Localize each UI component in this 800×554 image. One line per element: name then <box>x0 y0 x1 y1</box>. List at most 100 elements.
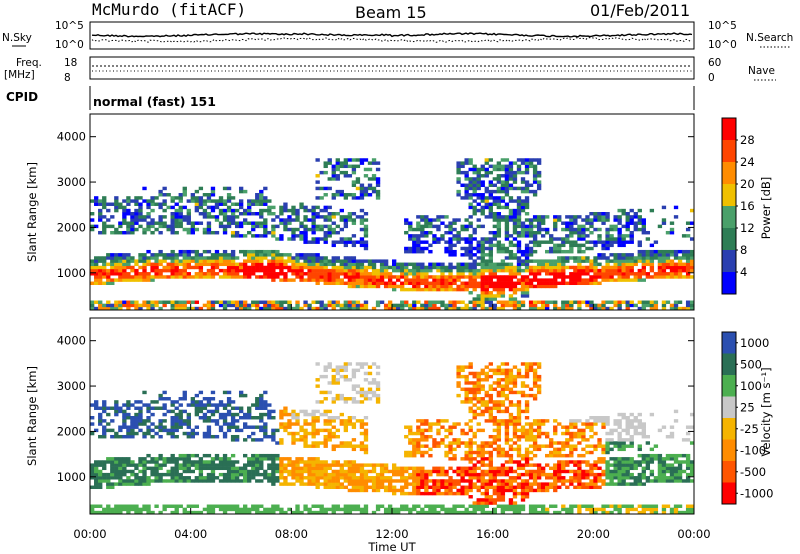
velocity-cell <box>500 491 506 496</box>
power-cell <box>549 237 554 241</box>
velocity-cell <box>243 476 248 480</box>
power-cell <box>190 227 195 232</box>
power-cell <box>347 215 353 219</box>
power-cell <box>617 268 622 273</box>
velocity-cell <box>512 507 518 512</box>
power-cell <box>585 256 590 260</box>
velocity-cell <box>299 409 304 414</box>
power-cell <box>170 199 175 203</box>
velocity-cell <box>315 460 320 464</box>
velocity-cell <box>412 476 417 480</box>
power-cell <box>464 174 469 178</box>
velocity-cell <box>198 463 204 467</box>
power-cell <box>371 174 377 178</box>
velocity-cell <box>218 466 224 471</box>
velocity-cell <box>456 381 461 385</box>
power-cell <box>629 230 634 235</box>
velocity-cell <box>404 466 409 471</box>
power-cell <box>621 265 626 270</box>
power-cell <box>601 218 606 222</box>
power-cell <box>202 275 208 279</box>
velocity-cell <box>142 476 147 480</box>
velocity-cell <box>500 371 506 376</box>
velocity-cell <box>194 463 200 467</box>
power-cell <box>496 186 502 191</box>
velocity-cell <box>464 510 469 515</box>
power-cell <box>404 300 409 304</box>
velocity-cell <box>267 416 272 420</box>
velocity-cell <box>190 504 195 508</box>
velocity-cell <box>170 419 175 423</box>
power-cell <box>126 278 131 282</box>
power-cell <box>126 221 131 225</box>
power-cell <box>98 259 103 263</box>
power-cell <box>500 268 506 273</box>
power-cell <box>279 205 284 210</box>
velocity-cell <box>295 412 300 417</box>
velocity-cell <box>255 504 260 508</box>
power-cell <box>609 234 614 238</box>
power-cell <box>106 202 111 206</box>
power-cell <box>222 212 228 216</box>
velocity-cell <box>460 504 465 508</box>
velocity-cell <box>480 463 485 467</box>
power-cell <box>496 227 502 232</box>
power-cell <box>146 205 151 210</box>
power-cell <box>214 256 220 260</box>
velocity-cell <box>404 425 409 429</box>
velocity-cell <box>315 510 320 515</box>
power-cell <box>661 262 667 267</box>
velocity-cell <box>186 434 191 439</box>
velocity-cell <box>464 485 469 490</box>
power-cell <box>351 158 357 162</box>
power-cell <box>210 208 216 213</box>
power-cell <box>347 284 353 289</box>
velocity-cell <box>512 428 518 433</box>
power-cell <box>685 268 691 273</box>
power-cell <box>295 253 300 257</box>
velocity-cell <box>532 381 538 385</box>
power-cell <box>106 300 111 304</box>
power-cell <box>488 281 493 286</box>
velocity-cell <box>331 397 336 401</box>
power-cell <box>524 218 530 222</box>
power-cell <box>178 262 183 267</box>
velocity-cell <box>432 469 437 474</box>
velocity-cell <box>295 416 300 420</box>
velocity-cell <box>492 381 497 385</box>
power-cell <box>275 306 280 311</box>
power-cell <box>657 256 663 260</box>
velocity-cell <box>311 431 316 436</box>
velocity-cell <box>339 507 344 512</box>
power-cell <box>444 215 449 219</box>
velocity-cell <box>98 463 103 467</box>
power-cell <box>448 253 453 257</box>
velocity-cell <box>420 453 425 458</box>
velocity-cell <box>327 365 332 369</box>
power-cell <box>323 161 328 165</box>
velocity-cell <box>496 482 502 486</box>
power-cell <box>464 158 469 162</box>
power-cell <box>371 265 377 270</box>
power-cell <box>363 230 369 235</box>
velocity-cell <box>194 431 200 436</box>
power-cell <box>673 215 679 219</box>
velocity-cell <box>319 469 324 474</box>
power-cell <box>247 205 252 210</box>
velocity-cell <box>379 472 385 477</box>
velocity-cell <box>287 460 292 464</box>
power-cell <box>178 196 183 200</box>
power-cell <box>339 281 344 286</box>
velocity-cell <box>524 384 530 388</box>
power-cell <box>375 161 381 165</box>
velocity-cell <box>279 438 284 442</box>
power-cell <box>114 199 119 203</box>
power-cell <box>170 265 175 270</box>
velocity-cell <box>114 406 119 410</box>
power-cell <box>392 265 397 270</box>
velocity-cell <box>480 397 485 401</box>
velocity-cell <box>536 362 542 366</box>
power-cell <box>287 306 292 311</box>
velocity-cell <box>512 504 518 508</box>
power-cell <box>263 224 268 229</box>
